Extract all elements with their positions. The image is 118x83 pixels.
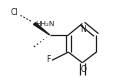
Polygon shape	[33, 23, 50, 35]
Text: O: O	[81, 65, 86, 74]
Text: N: N	[80, 25, 86, 34]
Text: Cl: Cl	[11, 8, 18, 17]
Text: HH₂N: HH₂N	[35, 21, 55, 27]
Text: F: F	[46, 55, 51, 64]
